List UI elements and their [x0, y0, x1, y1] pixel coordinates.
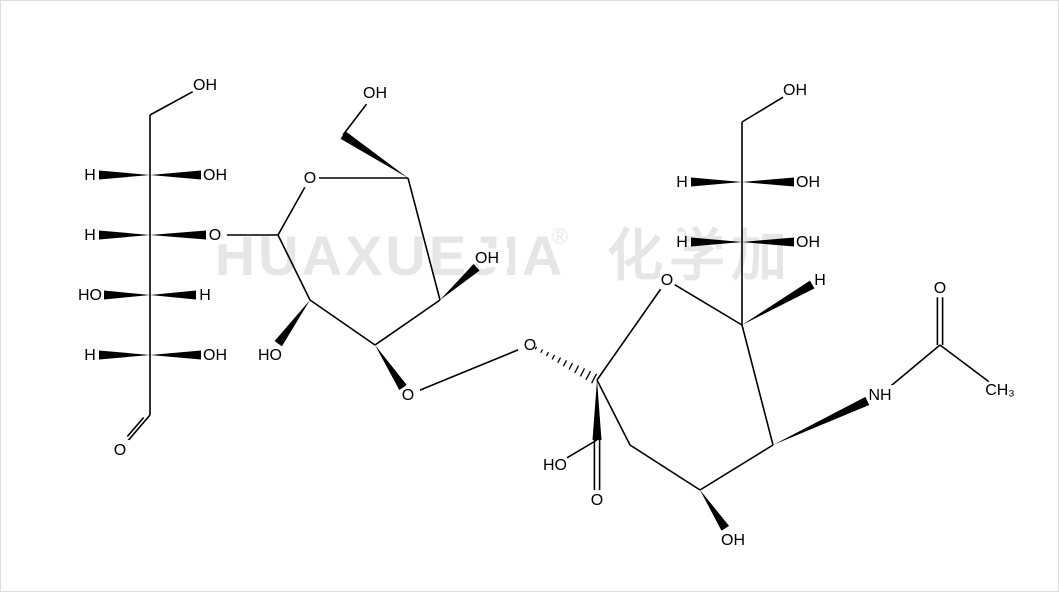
atom-S_COOH: HO — [543, 457, 567, 474]
atom-L7_OH: OH — [193, 77, 217, 94]
atom-S5_N: NH — [868, 387, 891, 404]
atom-L4_H: H — [199, 287, 211, 304]
atom-A2: CH₃ — [985, 382, 1015, 399]
atom-A1_O: O — [934, 280, 946, 297]
atom-L6_H: H — [84, 167, 96, 184]
atom-L5_O: O — [209, 227, 221, 244]
atom-L4_OH: HO — [78, 287, 102, 304]
atom-L6_OH: OH — [203, 167, 227, 184]
atom-T1_OH: OH — [796, 234, 820, 251]
atom-S2_O: O — [524, 337, 536, 354]
atom-L3_H: H — [84, 347, 96, 364]
atom-T2_H: H — [676, 174, 688, 191]
svg-text:®: ® — [552, 224, 568, 249]
atom-S_CO_O: O — [591, 492, 603, 509]
atom-S6_H: H — [814, 272, 826, 289]
atom-L5_H: H — [84, 227, 96, 244]
atom-T3_OH: OH — [783, 82, 807, 99]
atom-L1: O — [114, 442, 126, 459]
atom-SO: O — [661, 272, 673, 289]
svg-text:HUAXUEJIA: HUAXUEJIA — [215, 224, 566, 287]
atom-G6_OH: OH — [363, 85, 387, 102]
atom-S4_OH: OH — [721, 532, 745, 549]
atom-GO: O — [304, 170, 316, 187]
atom-labels: OOHHHOHOHOHHOHHOOOHOHOHOOOOHNHHOOHHOHHOH… — [68, 75, 1032, 549]
canvas-border — [1, 1, 1059, 592]
atom-L3_OH: OH — [203, 347, 227, 364]
atom-G4_OH: OH — [475, 250, 499, 267]
atom-T1_H: H — [676, 234, 688, 251]
svg-text:化学加: 化学加 — [607, 224, 793, 287]
atom-G2_OH: HO — [258, 347, 282, 364]
atom-G3_O: O — [402, 387, 414, 404]
atom-T2_OH: OH — [796, 174, 820, 191]
molecule-diagram: HUAXUEJIA®化学加OOHHHOHOHOHHOHHOOOHOHOHOOOO… — [0, 0, 1059, 592]
